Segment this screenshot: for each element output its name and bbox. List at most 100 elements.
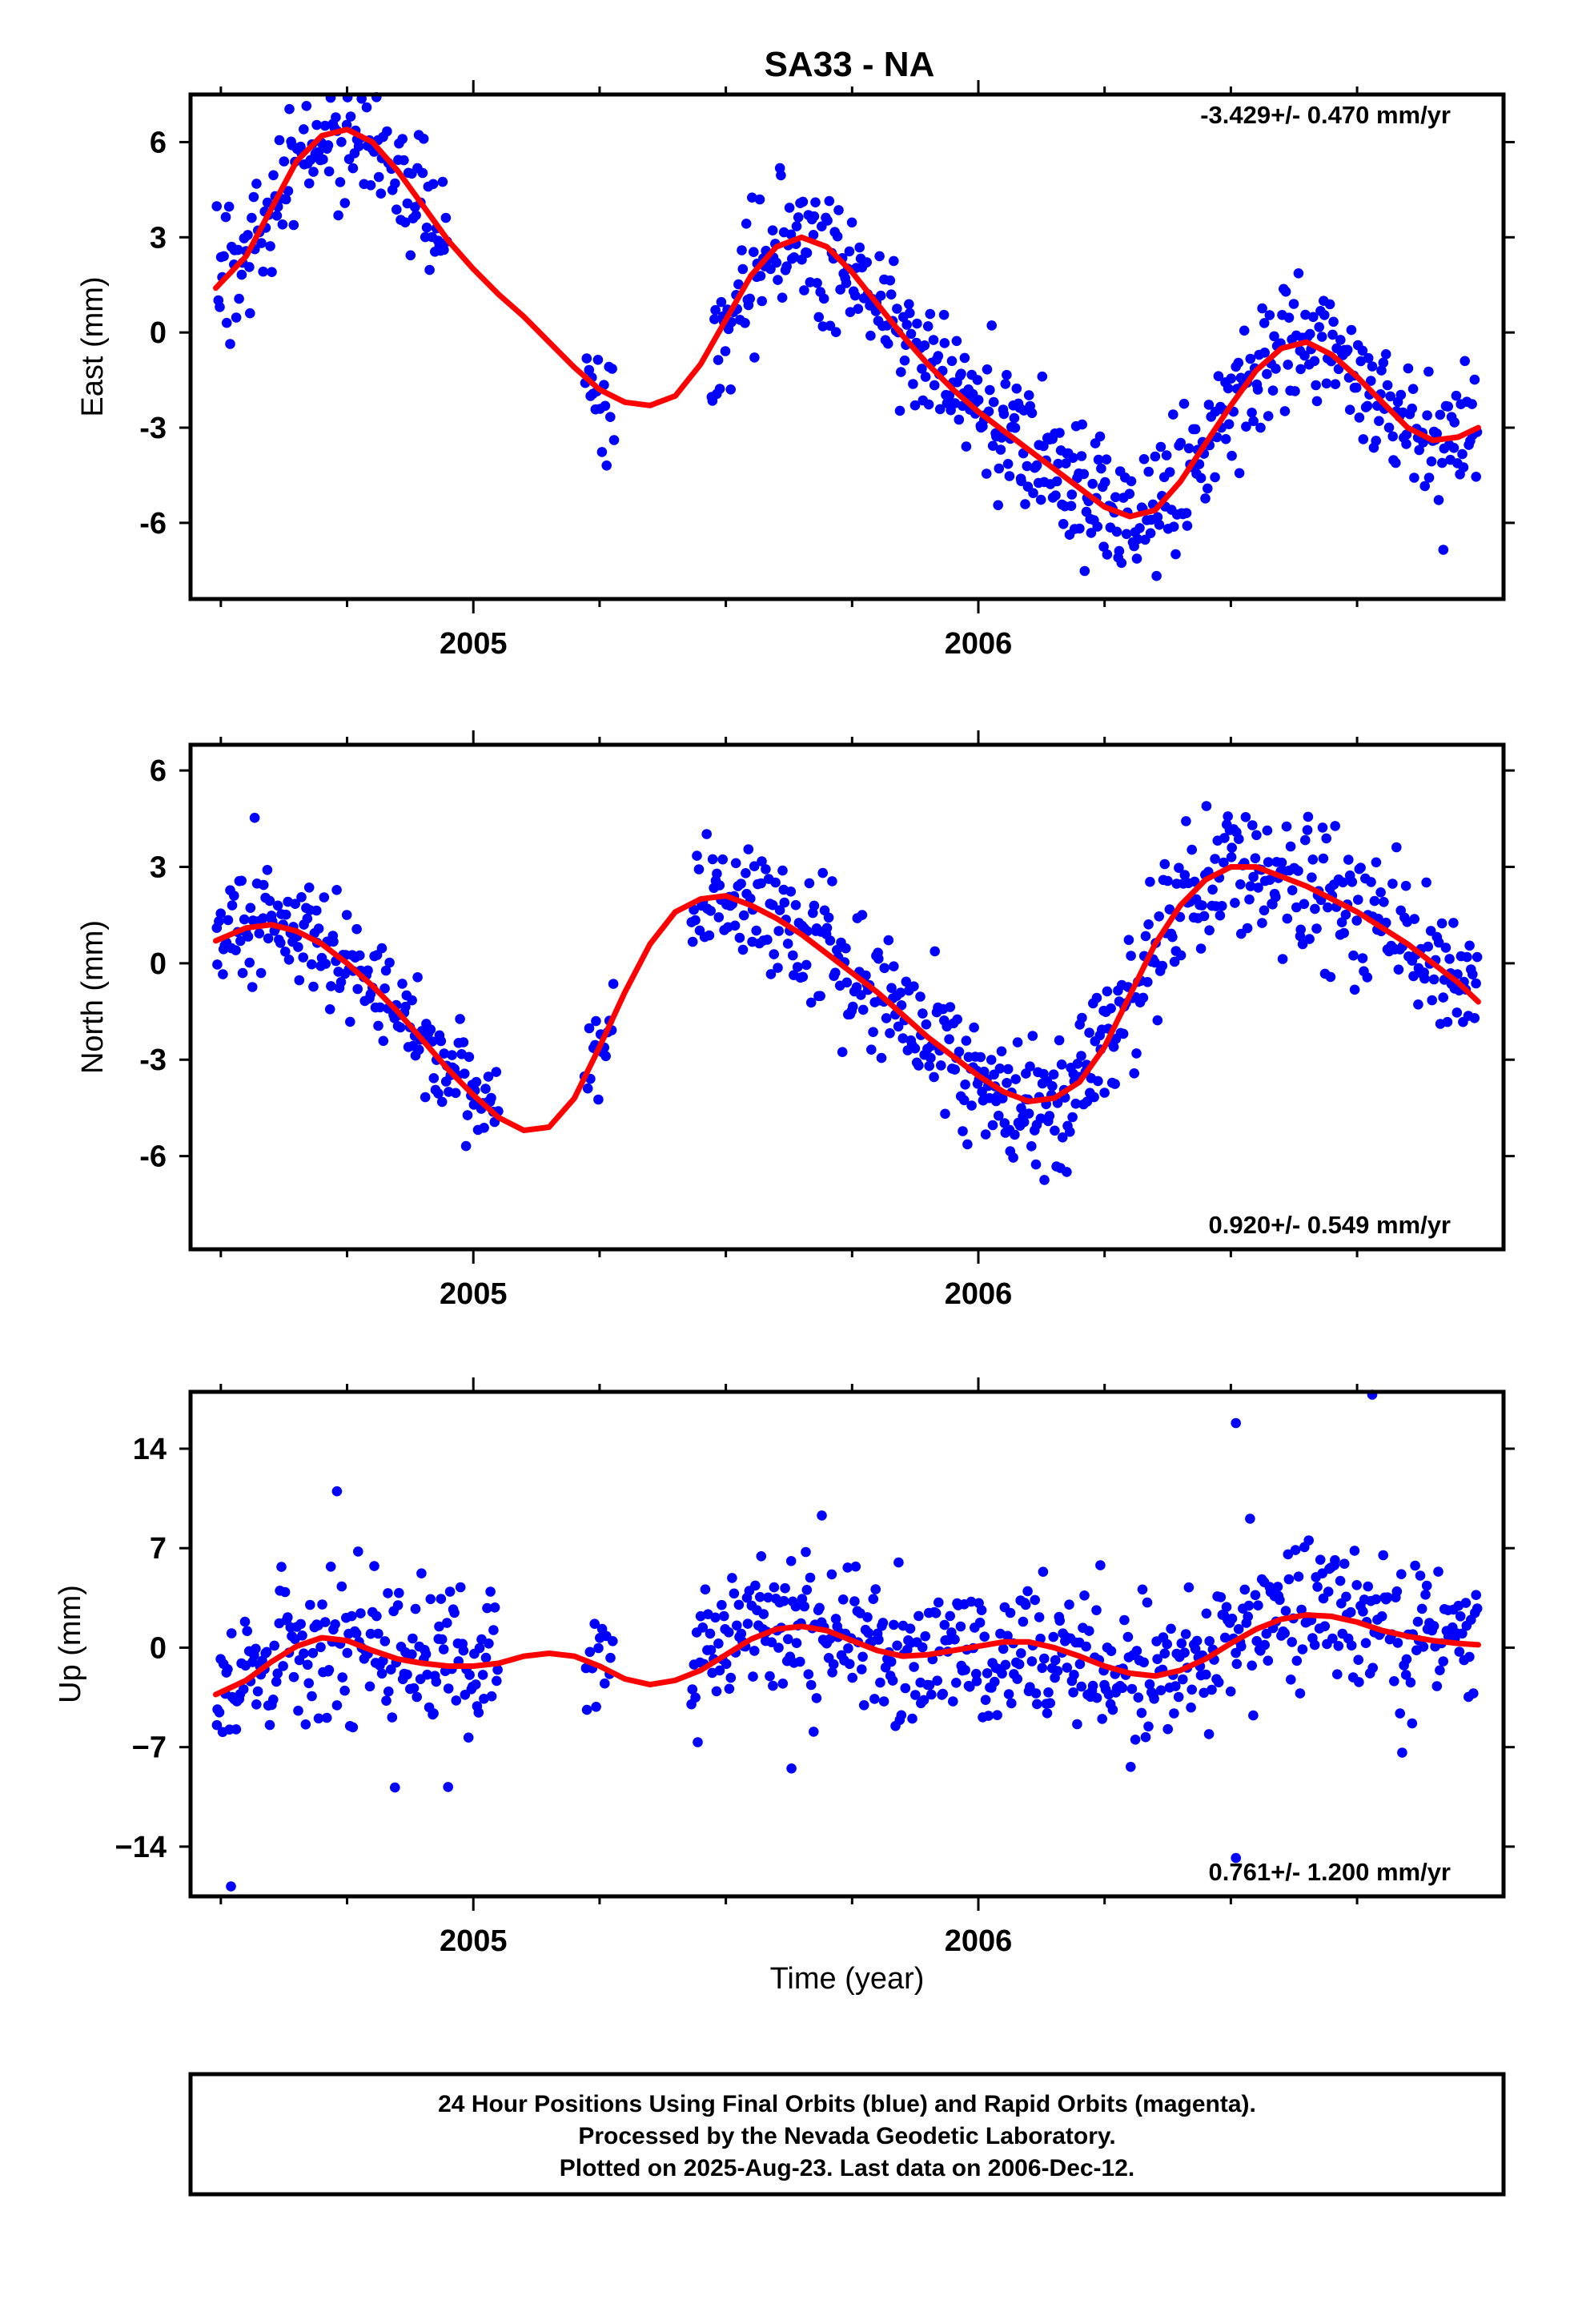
data-point [1118, 1028, 1129, 1039]
data-point [1220, 434, 1231, 444]
panel-up-rate: 0.761+/- 1.200 mm/yr [1209, 1858, 1451, 1886]
data-point [1086, 528, 1097, 538]
data-point [1433, 1566, 1443, 1577]
data-point [909, 981, 919, 991]
data-point [960, 1080, 970, 1090]
data-point [1143, 919, 1154, 930]
data-point [1371, 1594, 1382, 1605]
data-point [296, 892, 307, 903]
panel-east: -6 -3 0 3 6 2005 2006 East (mm) -3.429+/- 0.47… [76, 80, 1515, 661]
data-point [299, 124, 309, 135]
data-point [315, 1642, 326, 1653]
data-point [491, 1067, 502, 1077]
data-point [437, 176, 448, 187]
data-point [277, 219, 288, 230]
data-point [400, 1001, 411, 1012]
data-point [878, 1696, 889, 1707]
data-point [862, 1612, 873, 1622]
data-point [922, 321, 934, 332]
data-point [311, 905, 322, 916]
data-point [960, 1665, 970, 1675]
data-point [302, 913, 313, 924]
data-point [748, 1671, 758, 1682]
data-point [737, 245, 747, 255]
data-point [1077, 1012, 1087, 1023]
data-point [1283, 1549, 1294, 1560]
data-point [1471, 1590, 1481, 1600]
data-point [997, 1668, 1007, 1679]
data-point [1471, 472, 1481, 482]
footer-line-3: Plotted on 2025-Aug-23. Last data on 200… [560, 2155, 1135, 2181]
data-point [321, 1712, 332, 1723]
data-point [1325, 971, 1336, 983]
data-point [841, 977, 853, 988]
data-point [995, 444, 1006, 455]
data-point [1332, 1669, 1343, 1679]
data-point [1126, 1762, 1136, 1772]
data-point [1154, 911, 1164, 922]
data-point [1287, 1637, 1297, 1647]
data-point [1093, 454, 1104, 465]
data-point [1333, 1641, 1344, 1651]
data-point [1389, 1676, 1399, 1687]
data-point [1098, 541, 1109, 552]
data-point [803, 1669, 814, 1679]
data-point [1393, 964, 1404, 975]
data-point [1259, 318, 1270, 328]
data-point [996, 432, 1007, 443]
data-point [1038, 440, 1049, 452]
data-point [1079, 1590, 1090, 1601]
panel-up-points [211, 1389, 1483, 1892]
data-point [1092, 521, 1103, 532]
data-point [300, 1719, 311, 1730]
data-point [1401, 1654, 1412, 1665]
data-point [920, 372, 931, 382]
data-point [1155, 1685, 1166, 1695]
data-point [882, 338, 893, 349]
data-point [267, 267, 277, 278]
data-point [844, 246, 855, 257]
data-point [436, 1634, 448, 1645]
data-point [950, 1634, 960, 1645]
data-point [414, 1044, 424, 1055]
data-point [687, 1684, 698, 1695]
data-point [1433, 937, 1444, 948]
panel-up: −14 −7 0 7 14 2005 2006 Up (mm) 0.761+/- 1.200… [54, 1377, 1515, 1958]
data-point [1016, 1103, 1026, 1114]
data-point [218, 969, 228, 979]
data-point [1293, 268, 1304, 279]
data-point [719, 1610, 729, 1622]
data-point [809, 1727, 819, 1737]
data-point [945, 1002, 956, 1012]
data-point [384, 957, 395, 968]
data-point [801, 1585, 813, 1595]
data-point [713, 1638, 724, 1649]
data-point [711, 1686, 722, 1697]
data-point [299, 1648, 309, 1659]
data-point [323, 140, 334, 151]
data-point [1245, 1514, 1255, 1524]
data-point [994, 463, 1005, 474]
data-point [1283, 1574, 1295, 1585]
data-point [1236, 1641, 1247, 1652]
data-point [910, 1690, 921, 1700]
data-point [243, 230, 253, 240]
data-point [1207, 884, 1218, 895]
data-point [428, 1073, 440, 1084]
data-point [244, 957, 255, 968]
data-point [325, 1562, 336, 1572]
data-point [893, 1021, 904, 1032]
data-point [969, 1022, 979, 1033]
data-point [913, 1610, 924, 1622]
data-point [788, 950, 798, 961]
data-point [1150, 451, 1161, 462]
data-point [705, 1645, 717, 1655]
data-point [1221, 1602, 1232, 1612]
data-point [1279, 1628, 1290, 1638]
data-point [1003, 1689, 1014, 1699]
data-point [408, 1683, 420, 1694]
data-point [479, 1123, 489, 1133]
data-point [1314, 322, 1324, 332]
data-point [1355, 356, 1366, 367]
data-point [986, 1055, 997, 1065]
